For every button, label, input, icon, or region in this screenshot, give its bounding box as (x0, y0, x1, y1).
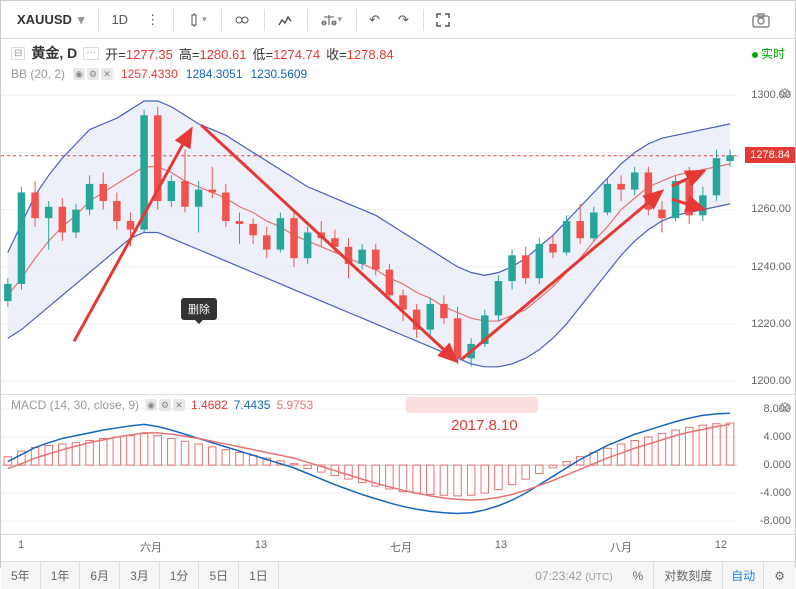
realtime-badge: 实时 (752, 45, 785, 62)
macd-eye-icon[interactable]: ◉ (145, 399, 157, 411)
range-button[interactable]: 6月 (80, 562, 120, 589)
symbol-text: XAUUSD (17, 12, 72, 27)
header-dots-icon[interactable]: ⋯ (83, 47, 99, 60)
symbol-selector[interactable]: XAUUSD ▾ (9, 8, 92, 32)
bb-v2: 1284.3051 (186, 67, 243, 81)
delete-tooltip: 删除 (181, 298, 217, 320)
interval-selector[interactable]: 1D (103, 8, 136, 31)
date-tick: 12 (715, 539, 727, 551)
compare-icon[interactable] (226, 8, 258, 32)
range-button[interactable]: 5日 (199, 562, 239, 589)
indicators-icon[interactable] (269, 8, 301, 32)
footer-time: 07:23:42 (UTC) (525, 569, 622, 583)
chart-header: ⊟ 黄金, D ⋯ 开=1277.35 高=1280.61 低=1274.74 … (1, 39, 795, 67)
footer-settings-icon[interactable]: ⚙ (764, 562, 795, 589)
macd-v3: 5.9753 (276, 398, 313, 412)
bb-v3: 1230.5609 (251, 67, 308, 81)
macd-label: MACD (14, 30, close, 9) (11, 398, 139, 412)
bb-delete-icon[interactable]: ✕ (101, 68, 113, 80)
date-tick: 八月 (610, 539, 632, 555)
ohlc-low: 低=1274.74 (252, 44, 320, 63)
date-tick: 13 (495, 539, 507, 551)
fullscreen-icon[interactable] (428, 9, 458, 31)
range-button[interactable]: 1年 (41, 562, 81, 589)
date-tick: 1 (18, 539, 24, 551)
footer-bar: 5年1年6月3月1分5日1日 07:23:42 (UTC) % 对数刻度 自动 … (1, 561, 795, 589)
annotation-date: 2017.8.10 (451, 417, 518, 434)
macd-delete-icon[interactable]: ✕ (173, 399, 185, 411)
bb-settings-icon[interactable]: ⚙ (87, 68, 99, 80)
main-toolbar: XAUUSD ▾ 1D ⋮ ▾ ▾ ↶ ↷ (1, 1, 795, 39)
price-chart[interactable]: ⚙ 1300.001280.001260.001240.001220.00120… (1, 81, 795, 395)
ohlc-high: 高=1280.61 (179, 44, 247, 63)
bb-label: BB (20, 2) (11, 67, 65, 81)
date-tick: 13 (255, 539, 267, 551)
percent-button[interactable]: % (623, 562, 655, 589)
collapse-icon[interactable]: ⊟ (11, 47, 25, 60)
bb-header: BB (20, 2) ◉ ⚙ ✕ 1257.4330 1284.3051 123… (1, 67, 795, 81)
chart-title: 黄金, D (31, 43, 77, 63)
range-button[interactable]: 5年 (1, 562, 41, 589)
date-tick: 七月 (390, 539, 412, 555)
redo-icon[interactable]: ↷ (390, 8, 417, 32)
interval-text: 1D (111, 12, 128, 27)
date-tick: 六月 (140, 539, 162, 555)
macd-chart[interactable]: MACD (14, 30, close, 9) ◉ ⚙ ✕ 1.4682 7.4… (1, 395, 795, 535)
macd-v2: 7.4435 (234, 398, 271, 412)
log-scale-button[interactable]: 对数刻度 (654, 562, 723, 589)
auto-scale-button[interactable]: 自动 (723, 562, 764, 589)
bb-v1: 1257.4330 (121, 67, 178, 81)
ohlc-close: 收=1278.84 (326, 44, 394, 63)
candle-style-icon[interactable]: ▾ (178, 8, 215, 32)
scales-icon[interactable]: ▾ (312, 9, 351, 31)
interval-menu-icon[interactable]: ⋮ (138, 8, 167, 32)
range-button[interactable]: 1分 (160, 562, 200, 589)
snapshot-icon[interactable] (743, 8, 779, 32)
undo-icon[interactable]: ↶ (361, 8, 388, 32)
ohlc-open: 开=1277.35 (105, 44, 173, 63)
range-button[interactable]: 1日 (239, 562, 279, 589)
macd-v1: 1.4682 (191, 398, 228, 412)
bb-eye-icon[interactable]: ◉ (73, 68, 85, 80)
macd-settings-icon[interactable]: ⚙ (159, 399, 171, 411)
date-axis: 1 六月 13 七月 13 八月 12 (1, 535, 795, 561)
range-button[interactable]: 3月 (120, 562, 160, 589)
